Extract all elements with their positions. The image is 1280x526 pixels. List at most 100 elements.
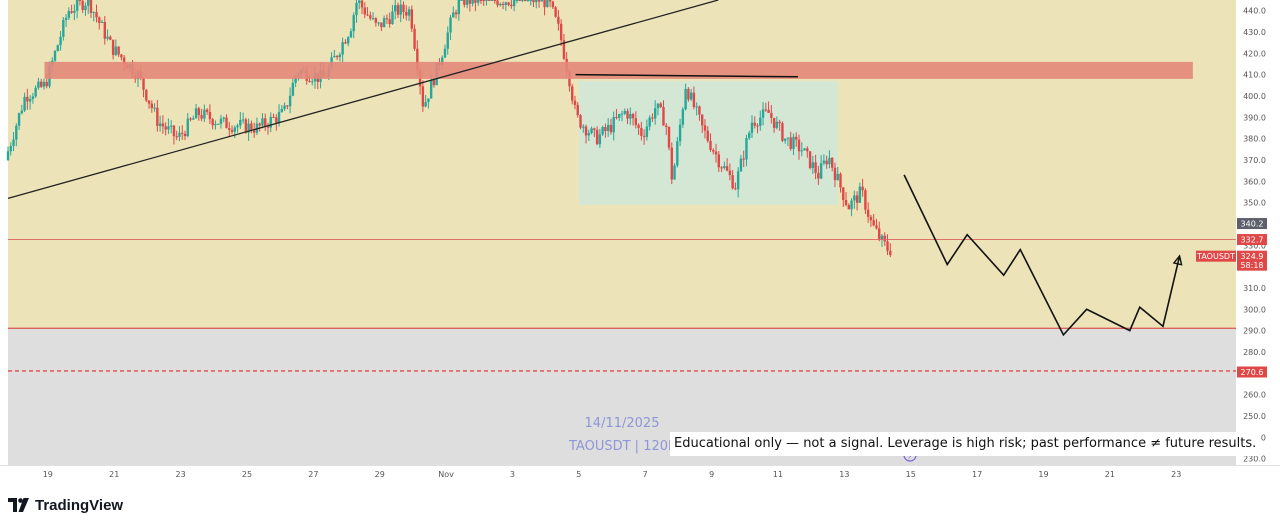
price-tick-label: 360.0 xyxy=(1243,177,1266,186)
candle-body xyxy=(695,106,698,108)
price-tick-label: 310.0 xyxy=(1243,284,1266,293)
ascending-trendline[interactable] xyxy=(7,0,719,199)
candle-body xyxy=(670,147,673,180)
candle-body xyxy=(615,117,618,119)
price-axis[interactable] xyxy=(1236,0,1280,465)
candle-body xyxy=(648,117,651,127)
tradingview-logo[interactable]: TradingView xyxy=(8,496,123,514)
candle-body xyxy=(407,9,411,16)
candle-body xyxy=(197,108,201,116)
candle-body xyxy=(748,132,751,139)
candle-body xyxy=(70,11,73,13)
candle-body xyxy=(405,11,408,16)
candle-body xyxy=(374,18,378,23)
candle-body xyxy=(205,109,209,112)
candle-body xyxy=(836,173,839,181)
price-tick-label: 250.0 xyxy=(1243,412,1266,421)
candle-body xyxy=(277,112,281,123)
time-tick-label: 19 xyxy=(1038,470,1048,479)
candle-body xyxy=(369,15,372,19)
candle-body xyxy=(587,133,591,136)
candle-body xyxy=(429,79,433,99)
price-badge-label: 332.7 xyxy=(1241,236,1264,245)
candle-body xyxy=(501,3,505,5)
candle-body xyxy=(689,92,693,100)
price-tick-label: 390.0 xyxy=(1243,113,1266,122)
candle-body xyxy=(866,209,870,217)
candle-body xyxy=(103,22,107,39)
candle-body xyxy=(601,127,604,135)
time-tick-label: 17 xyxy=(972,470,982,479)
watermark-symbol: TAOUSDT | 120M xyxy=(568,439,679,454)
candle-body xyxy=(811,162,815,169)
candle-body xyxy=(767,109,770,113)
candle-body xyxy=(676,141,679,166)
candle-body xyxy=(739,158,743,172)
candle-body xyxy=(17,113,21,126)
time-tick-label: 15 xyxy=(906,470,916,479)
candle-body xyxy=(335,55,339,58)
tradingview-logo-icon xyxy=(8,498,29,512)
candle-body xyxy=(667,127,671,148)
price-axis-badges: 340.2 332.7 270.6 TAOUSDT 324.958:18 xyxy=(1196,218,1267,378)
candle-body xyxy=(869,216,873,221)
candle-body xyxy=(377,22,380,24)
neckline[interactable] xyxy=(575,73,798,78)
candle-body xyxy=(792,136,795,149)
candle-body xyxy=(709,140,712,150)
candle-body xyxy=(742,158,745,160)
candle-body xyxy=(510,4,513,7)
candle-body xyxy=(255,123,259,133)
candle-body xyxy=(53,51,57,61)
candle-body xyxy=(172,125,176,137)
candle-body xyxy=(26,96,29,102)
candle-body xyxy=(678,124,682,142)
candle-body xyxy=(886,241,889,251)
candle-body xyxy=(883,235,886,242)
candle-body xyxy=(806,148,809,152)
candle-body xyxy=(37,81,40,88)
time-tick-label: 29 xyxy=(375,470,385,479)
candle-body xyxy=(606,124,610,131)
candle-body xyxy=(142,77,145,90)
candle-body xyxy=(346,37,350,44)
projection-path[interactable] xyxy=(903,174,1181,337)
candle-body xyxy=(731,175,734,189)
candle-body xyxy=(775,121,779,128)
candle-body xyxy=(39,81,43,87)
price-badge xyxy=(1237,234,1267,246)
candle-body xyxy=(214,123,217,126)
candle-body xyxy=(604,127,607,131)
candle-body xyxy=(598,134,602,145)
candle-body xyxy=(880,235,884,239)
price-tick-label: 280.0 xyxy=(1243,348,1266,357)
candle-body xyxy=(308,80,311,82)
time-axis[interactable] xyxy=(0,465,1280,485)
candle-body xyxy=(161,123,165,127)
candle-body xyxy=(756,125,759,127)
candle-body xyxy=(734,188,737,190)
candle-body xyxy=(681,109,685,125)
price-tick-label: 430.0 xyxy=(1243,28,1266,37)
candle-body xyxy=(723,166,726,168)
candle-body xyxy=(803,148,806,151)
candle-body xyxy=(584,126,588,136)
candle-body xyxy=(554,7,557,17)
candle-body xyxy=(443,48,447,58)
candle-body xyxy=(745,138,748,160)
price-tick-label: 370.0 xyxy=(1243,156,1266,165)
candle-body xyxy=(275,117,278,123)
candle-body xyxy=(150,103,154,109)
candle-body xyxy=(396,5,400,15)
candle-body xyxy=(269,116,272,128)
candle-body xyxy=(496,0,499,6)
candle-body xyxy=(753,122,756,126)
candle-body xyxy=(526,0,530,1)
candle-body xyxy=(349,31,353,38)
candle-body xyxy=(78,0,82,1)
candle-body xyxy=(620,113,624,115)
resistance-zone[interactable] xyxy=(44,61,1193,79)
candle-body xyxy=(728,170,732,176)
candle-body xyxy=(642,135,646,137)
